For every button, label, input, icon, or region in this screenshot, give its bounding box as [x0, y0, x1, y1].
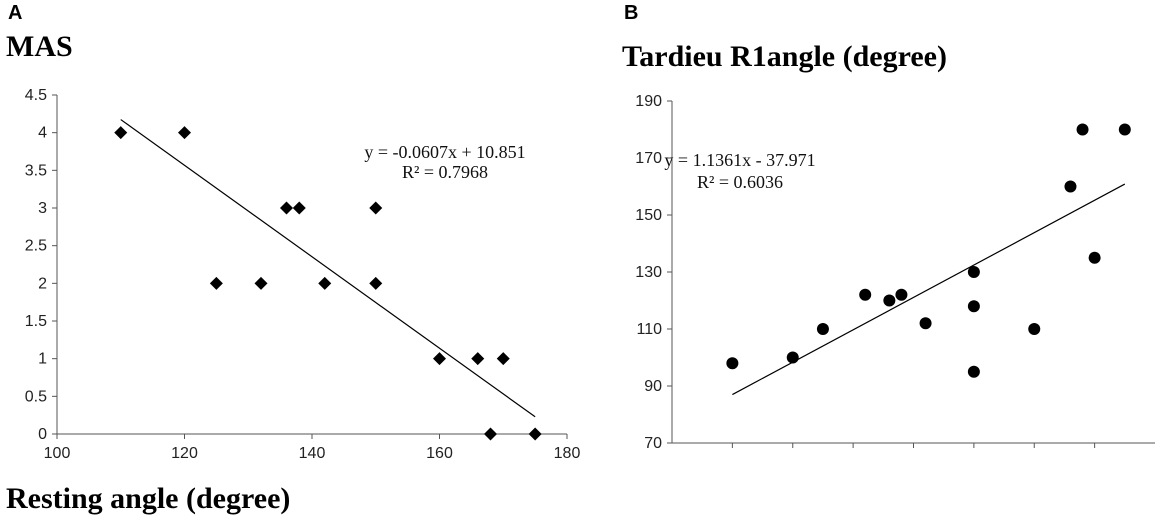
chart-b-y-tick-label: 190 [635, 93, 662, 110]
chart-a-data-point [114, 126, 128, 140]
chart-b-y-tick-label: 170 [635, 150, 662, 167]
chart-b-data-point [967, 300, 980, 313]
chart-b-data-point [1028, 323, 1041, 335]
chart-a-r-squared: R² = 0.7968 [402, 162, 488, 182]
chart-a-y-tick-label: 0 [38, 426, 47, 443]
chart-a-title: MAS [6, 30, 73, 63]
chart-b-data-point [859, 288, 872, 301]
chart-b-data-point [883, 294, 896, 307]
chart-b-y-tick-label: 90 [644, 378, 662, 395]
chart-a-data-point [369, 201, 383, 215]
chart-b-equation: y = 1.1361x - 37.971 [664, 150, 815, 170]
chart-a-x-tick-label: 160 [426, 445, 453, 462]
chart-a-xlabel: Resting angle (degree) [6, 482, 291, 515]
panel-label-a: A [8, 2, 23, 24]
chart-a-y-tick-label: 3.5 [25, 162, 47, 179]
chart-b-data-point [786, 351, 799, 364]
chart-a-data-point [178, 126, 191, 140]
chart-a-data-point [484, 427, 497, 441]
chart-b-y-tick-label: 110 [636, 321, 662, 338]
chart-a-x-tick-label: 120 [171, 445, 198, 462]
chart-a-y-tick-label: 1.5 [25, 313, 47, 330]
chart-a-data-point [528, 427, 542, 441]
chart-a-data-point [471, 352, 485, 366]
chart-a-y-tick-label: 4.5 [25, 87, 47, 104]
chart-b-data-point [726, 357, 739, 370]
chart-b-r-squared: R² = 0.6036 [697, 172, 783, 192]
chart-b-data-point [1064, 180, 1077, 193]
chart-a-data-point [496, 352, 510, 366]
chart-a-y-tick-label: 3 [38, 200, 47, 217]
chart-a-data-point [280, 201, 293, 215]
chart-b-data-point [1076, 123, 1089, 136]
chart-b-data-point [919, 317, 932, 330]
chart-a-x-tick-label: 140 [299, 445, 326, 462]
chart-a-data-point [254, 276, 268, 290]
chart-b-data-point [1088, 251, 1101, 264]
chart-a-x-tick-label: 180 [554, 445, 581, 462]
chart-a-equation: y = -0.0607x + 10.851 [364, 142, 525, 162]
chart-a-y-tick-label: 2 [38, 275, 47, 292]
chart-b-data-point [967, 365, 980, 378]
chart-b-y-tick-label: 130 [635, 264, 662, 281]
chart-b-data-point [1118, 123, 1131, 136]
chart-a-data-point [433, 352, 446, 366]
chart-a-y-tick-label: 4 [38, 125, 47, 142]
chart-b-data-point [816, 323, 829, 335]
chart-a-y-tick-label: 2.5 [25, 238, 47, 255]
chart-b-data-point [967, 266, 980, 278]
chart-a-y-tick-label: 1 [38, 351, 47, 368]
chart-a-data-point [292, 201, 306, 215]
chart-b-y-tick-label: 150 [635, 207, 662, 224]
chart-a-x-tick-label: 100 [44, 445, 71, 462]
chart-a-data-point [369, 276, 383, 290]
chart-b-data-point [895, 288, 908, 301]
chart-a-y-tick-label: 0.5 [25, 388, 47, 405]
chart-a-data-point [209, 276, 223, 290]
chart-b-y-tick-label: 70 [644, 435, 662, 452]
chart-b-title: Tardieu R1angle (degree) [622, 40, 947, 73]
chart-a-data-point [318, 276, 332, 290]
chart-a-trendline [120, 119, 536, 418]
panel-label-b: B [624, 2, 639, 24]
